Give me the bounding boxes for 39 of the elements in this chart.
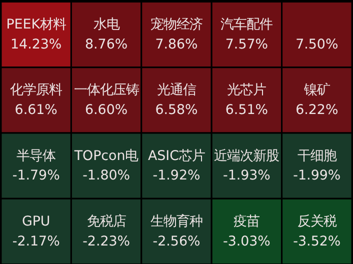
category-label: 近端次新股 — [214, 148, 280, 164]
data-label: -3.52% — [293, 234, 341, 250]
category-label: 干细胞 — [297, 148, 336, 164]
data-label: -1.92% — [152, 168, 200, 184]
category-label: 化学原料 — [10, 83, 62, 98]
category-label: 一体化压铸 — [74, 83, 139, 98]
data-label: 8.76% — [85, 37, 128, 52]
data-label: 6.61% — [14, 103, 58, 118]
data-label: -1.93% — [222, 168, 270, 184]
data-label: -2.17% — [12, 234, 60, 250]
category-label: TOPcon电 — [73, 148, 138, 164]
category-label: 汽车配件 — [220, 18, 273, 33]
category-label: 半导体 — [16, 148, 56, 164]
category-label: 水电 — [93, 18, 120, 33]
category-label: 反关税 — [297, 214, 336, 230]
category-label: 疫苗 — [234, 214, 260, 230]
data-label: -2.23% — [82, 234, 130, 250]
data-label: -2.56% — [152, 234, 200, 250]
category-label: GPU — [22, 214, 50, 230]
category-label: PEEK材料 — [6, 18, 66, 33]
data-label: 6.22% — [296, 103, 338, 118]
category-label: 免税店 — [86, 213, 126, 230]
data-label: 7.50% — [296, 37, 338, 52]
data-label: 6.60% — [85, 103, 128, 118]
category-label: ASIC芯片 — [148, 148, 205, 164]
data-label: -1.80% — [82, 168, 130, 184]
data-label: 14.23% — [10, 37, 62, 52]
data-label: 7.86% — [155, 37, 198, 52]
data-label: -1.79% — [12, 168, 60, 184]
category-label: 生物育种 — [150, 213, 202, 230]
data-label: -1.99% — [293, 168, 341, 184]
data-label: 6.51% — [225, 103, 268, 118]
category-label: 光芯片 — [227, 83, 266, 98]
category-label: 光通信 — [157, 83, 196, 98]
category-label: 宠物经济 — [150, 18, 202, 33]
data-label: -3.03% — [222, 234, 270, 250]
category-label: 镍矿 — [302, 83, 330, 98]
data-label: 6.58% — [155, 103, 198, 118]
data-label: 7.57% — [225, 37, 268, 52]
